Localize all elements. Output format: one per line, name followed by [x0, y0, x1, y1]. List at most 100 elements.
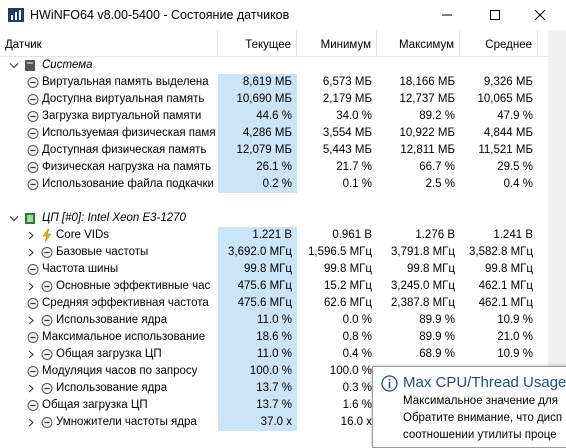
sensor-icon — [41, 315, 53, 326]
expand-arrow[interactable] — [26, 348, 38, 361]
sensor-row[interactable]: Использование файла подкачки 0.2 % 0.1 % 2.… — [0, 176, 540, 193]
sensor-value: 18.6 % — [218, 329, 297, 346]
sensor-value: 0.3 % — [342, 382, 372, 394]
expand-arrow[interactable] — [26, 229, 38, 242]
sensor-icon — [27, 332, 39, 343]
sensor-value: 475.6 МГц — [218, 295, 297, 312]
column-header[interactable]: Минимум — [297, 30, 377, 56]
sensor-name: Средняя эффективная частота — [42, 297, 209, 309]
sensor-icon — [27, 179, 39, 190]
group-row[interactable]: Система — [0, 57, 540, 74]
sensor-value: 13.7 % — [218, 397, 297, 414]
sensor-value: 6,573 МБ — [322, 76, 372, 88]
group-label: ЦП [#0]: Intel Xeon E3-1270 — [42, 212, 186, 224]
sensor-value: 68.9 % — [419, 348, 455, 360]
sensor-name: Физическая нагрузка на память — [42, 161, 212, 173]
sensor-row[interactable]: Использование ядра 11.0 % 0.0 % 89.9 % 10.9 … — [0, 312, 540, 329]
sensor-row[interactable]: Базовые частоты 3,692.0 МГц 1,596.5 МГц 3,7… — [0, 244, 540, 261]
sensor-value: 1,596.5 МГц — [308, 246, 372, 258]
sensor-value: 99.8 МГц — [324, 263, 372, 275]
group-label: Система — [42, 59, 93, 71]
sensor-row[interactable]: Виртуальная память выделена 8,619 МБ 6,573… — [0, 74, 540, 91]
sensor-name: Использование ядра — [56, 314, 168, 326]
sensor-value: 16.0 x — [340, 416, 372, 428]
sensor-row[interactable]: Общая загрузка ЦП 11.0 % 0.4 % 68.9 % 10.9 % — [0, 346, 540, 363]
sensor-row[interactable]: Основные эффективные час 475.6 МГц 15.2 МГ… — [0, 278, 540, 295]
sensor-value: 0.4 % — [342, 348, 372, 360]
sensor-icon — [41, 417, 53, 428]
sensor-value: 2.5 % — [425, 178, 455, 190]
sensor-value: 462.1 МГц — [478, 297, 533, 309]
scrollbar[interactable] — [548, 30, 566, 435]
table-header: Датчик Текущее Минимум Максимум Среднее — [0, 30, 548, 57]
column-header[interactable]: Датчик — [0, 30, 218, 56]
app-icon — [8, 8, 24, 22]
collapse-arrow[interactable] — [8, 59, 20, 72]
column-header[interactable]: Текущее — [218, 30, 297, 56]
collapse-arrow[interactable] — [8, 212, 20, 225]
tooltip-title: Max CPU/Thread Usage — [403, 374, 566, 391]
expand-arrow[interactable] — [26, 314, 38, 327]
sensor-row[interactable]: Частота шины 99.8 МГц 99.8 МГц 99.8 МГц 99.8… — [0, 261, 540, 278]
sensor-value: 3,791.8 МГц — [391, 246, 455, 258]
expand-arrow[interactable] — [26, 280, 38, 293]
sensor-value: 10.9 % — [497, 348, 533, 360]
group-row[interactable]: ЦП [#0]: Intel Xeon E3-1270 — [0, 210, 540, 227]
sensor-icon — [42, 229, 52, 242]
sensor-value: 0.8 % — [342, 331, 372, 343]
sensor-name: Общая загрузка ЦП — [42, 399, 148, 411]
window-controls[interactable] — [430, 0, 566, 30]
sensor-row[interactable]: Доступная физическая память 12,079 МБ 5,44… — [0, 142, 540, 159]
sensor-value: 66.7 % — [419, 161, 455, 173]
info-icon — [381, 375, 398, 392]
sensor-row[interactable]: Физическая нагрузка на память 26.1 % 21.7 … — [0, 159, 540, 176]
column-header[interactable]: Среднее — [460, 30, 538, 56]
expand-arrow[interactable] — [26, 382, 38, 395]
expand-arrow[interactable] — [26, 246, 38, 259]
sensor-value: 475.6 МГц — [218, 278, 297, 295]
sensor-name: Частота шины — [42, 263, 119, 275]
tooltip-line: соотношении утилиты проце — [403, 429, 557, 441]
sensor-value: 0.1 % — [342, 178, 372, 190]
sensor-row[interactable]: Используемая физическая память 4,286 МБ 3,… — [0, 125, 540, 142]
sensor-icon — [41, 349, 53, 360]
sensor-icon — [27, 264, 39, 275]
sensor-row[interactable]: Core VIDs 1.221 В 0.961 В 1.276 В 1.241 В — [0, 227, 540, 244]
sensor-value: 47.9 % — [497, 110, 533, 122]
sensor-name: Основные эффективные час — [56, 280, 211, 292]
expand-arrow[interactable] — [26, 416, 38, 429]
column-header[interactable]: Максимум — [377, 30, 460, 56]
sensor-name: Использование файла подкачки — [42, 178, 214, 190]
sensor-row[interactable]: Модуляция часов по запросу 100.0 % 100.0 % — [0, 363, 540, 380]
sensor-row[interactable]: Средняя эффективная частота 475.6 МГц 62.6… — [0, 295, 540, 312]
sensor-icon — [27, 145, 39, 156]
sensor-value: 21.7 % — [336, 161, 372, 173]
sensor-icon — [27, 298, 39, 309]
sensor-value: 29.5 % — [497, 161, 533, 173]
tooltip-line: Максимальное значение для — [403, 395, 558, 407]
sensor-icon — [27, 162, 39, 173]
sensor-row[interactable]: Доступна виртуальная память 10,690 МБ 2,17… — [0, 91, 540, 108]
sensor-value: 462.1 МГц — [478, 280, 533, 292]
sensor-row[interactable]: Использование ядра 13.7 % 0.3 % — [0, 380, 540, 397]
sensor-value: 99.8 МГц — [485, 263, 533, 275]
sensor-row[interactable]: Максимальное использование 18.6 % 0.8 % 89.… — [0, 329, 540, 346]
sensor-value: 10,065 МБ — [477, 93, 534, 105]
sensor-name: Доступна виртуальная память — [42, 93, 205, 105]
sensor-row[interactable]: Загрузка виртуальной памяти 44.6 % 34.0 % 8… — [0, 108, 540, 125]
sensor-row[interactable]: Общая загрузка ЦП 13.7 % 1.6 % — [0, 397, 540, 414]
sensor-value: 3,245.0 МГц — [391, 280, 455, 292]
sensor-name: Общая загрузка ЦП — [56, 348, 162, 360]
title-bar: HWiNFO64 v8.00-5400 - Состояние датчиков — [0, 0, 566, 30]
sensor-value: 4,844 МБ — [483, 127, 533, 139]
sensor-value: 3,554 МБ — [322, 127, 372, 139]
sensor-value: 100.0 % — [329, 365, 372, 377]
sensor-value: 62.6 МГц — [324, 297, 372, 309]
sensor-value: 21.0 % — [497, 331, 533, 343]
sensor-row[interactable]: Умножители частоты ядра 37.0 x 16.0 x — [0, 414, 540, 431]
sensor-value: 11.0 % — [218, 346, 297, 363]
sensor-value: 10,690 МБ — [218, 91, 297, 108]
sensor-value: 12,079 МБ — [218, 142, 297, 159]
sensor-icon — [41, 247, 53, 258]
